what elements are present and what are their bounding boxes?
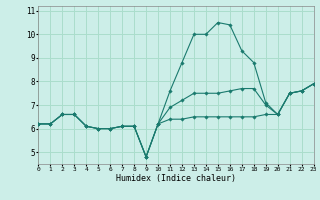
X-axis label: Humidex (Indice chaleur): Humidex (Indice chaleur)	[116, 174, 236, 183]
